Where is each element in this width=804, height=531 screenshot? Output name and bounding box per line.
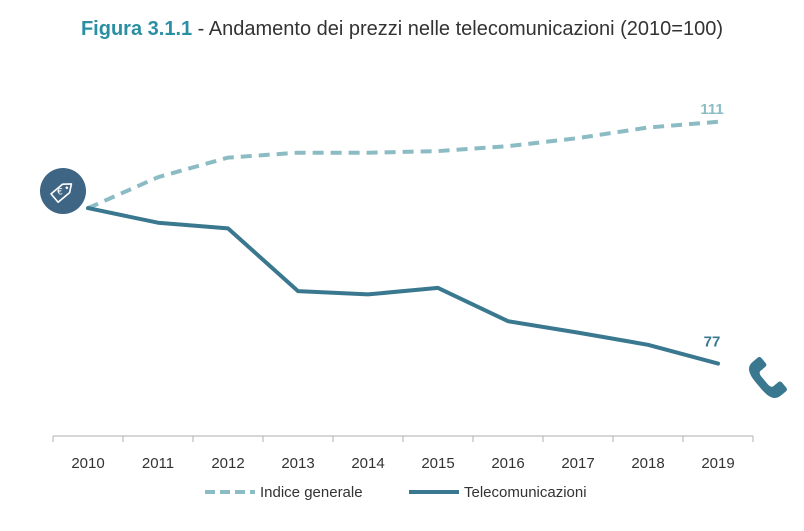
x-tick-label: 2011	[142, 455, 174, 472]
telephone-icon	[749, 356, 787, 398]
label-layer: 111 77	[700, 101, 723, 351]
series-line-1	[87, 119, 719, 210]
title-separator: -	[192, 18, 209, 40]
legend-entry: Indice generale	[260, 484, 363, 501]
data-point	[576, 331, 580, 335]
data-point	[646, 343, 650, 347]
data-point	[296, 151, 300, 155]
euro-tag-icon: €	[40, 168, 86, 214]
svg-text:€: €	[57, 188, 63, 198]
data-point	[296, 289, 300, 293]
legend: Indice generale Telecomunicazioni	[205, 484, 587, 501]
data-point	[366, 292, 370, 296]
data-point	[436, 286, 440, 290]
title-text: Andamento dei prezzi nelle telecomunicaz…	[208, 18, 724, 40]
data-point	[506, 319, 510, 323]
x-tick-label: 2016	[491, 455, 524, 472]
data-point	[156, 175, 160, 179]
legend-entry: Telecomunicazioni	[464, 484, 587, 501]
x-tick-label: 2014	[351, 455, 384, 472]
data-point	[646, 126, 650, 130]
data-point	[716, 362, 720, 366]
data-point	[576, 136, 580, 140]
x-tick-label: 2019	[701, 455, 734, 472]
x-tick-label: 2017	[561, 455, 594, 472]
data-point	[716, 120, 720, 124]
data-point	[226, 156, 230, 160]
data-point	[226, 226, 230, 230]
x-tick-label: 2010	[71, 455, 104, 472]
series-line-2	[86, 206, 720, 366]
series-layer	[86, 119, 720, 366]
x-tick-label: 2018	[631, 455, 664, 472]
x-tick-label: 2012	[211, 455, 244, 472]
data-point	[86, 206, 90, 210]
data-point	[506, 144, 510, 148]
x-tick-label: 2013	[281, 455, 314, 472]
figure-number: Figura 3.1.1	[80, 18, 193, 40]
data-point	[156, 221, 160, 225]
x-axis: 2010 2011 2012 2013 2014 2015 2016 2017 2018 2019	[52, 435, 754, 472]
chart-title: Figura 3.1.1 - Andamento dei prezzi nell…	[0, 18, 804, 41]
x-tick-label: 2015	[421, 455, 454, 472]
data-point	[366, 151, 370, 155]
data-label-end: 77	[704, 334, 721, 351]
data-label-end: 111	[700, 101, 723, 118]
data-point	[436, 149, 440, 153]
